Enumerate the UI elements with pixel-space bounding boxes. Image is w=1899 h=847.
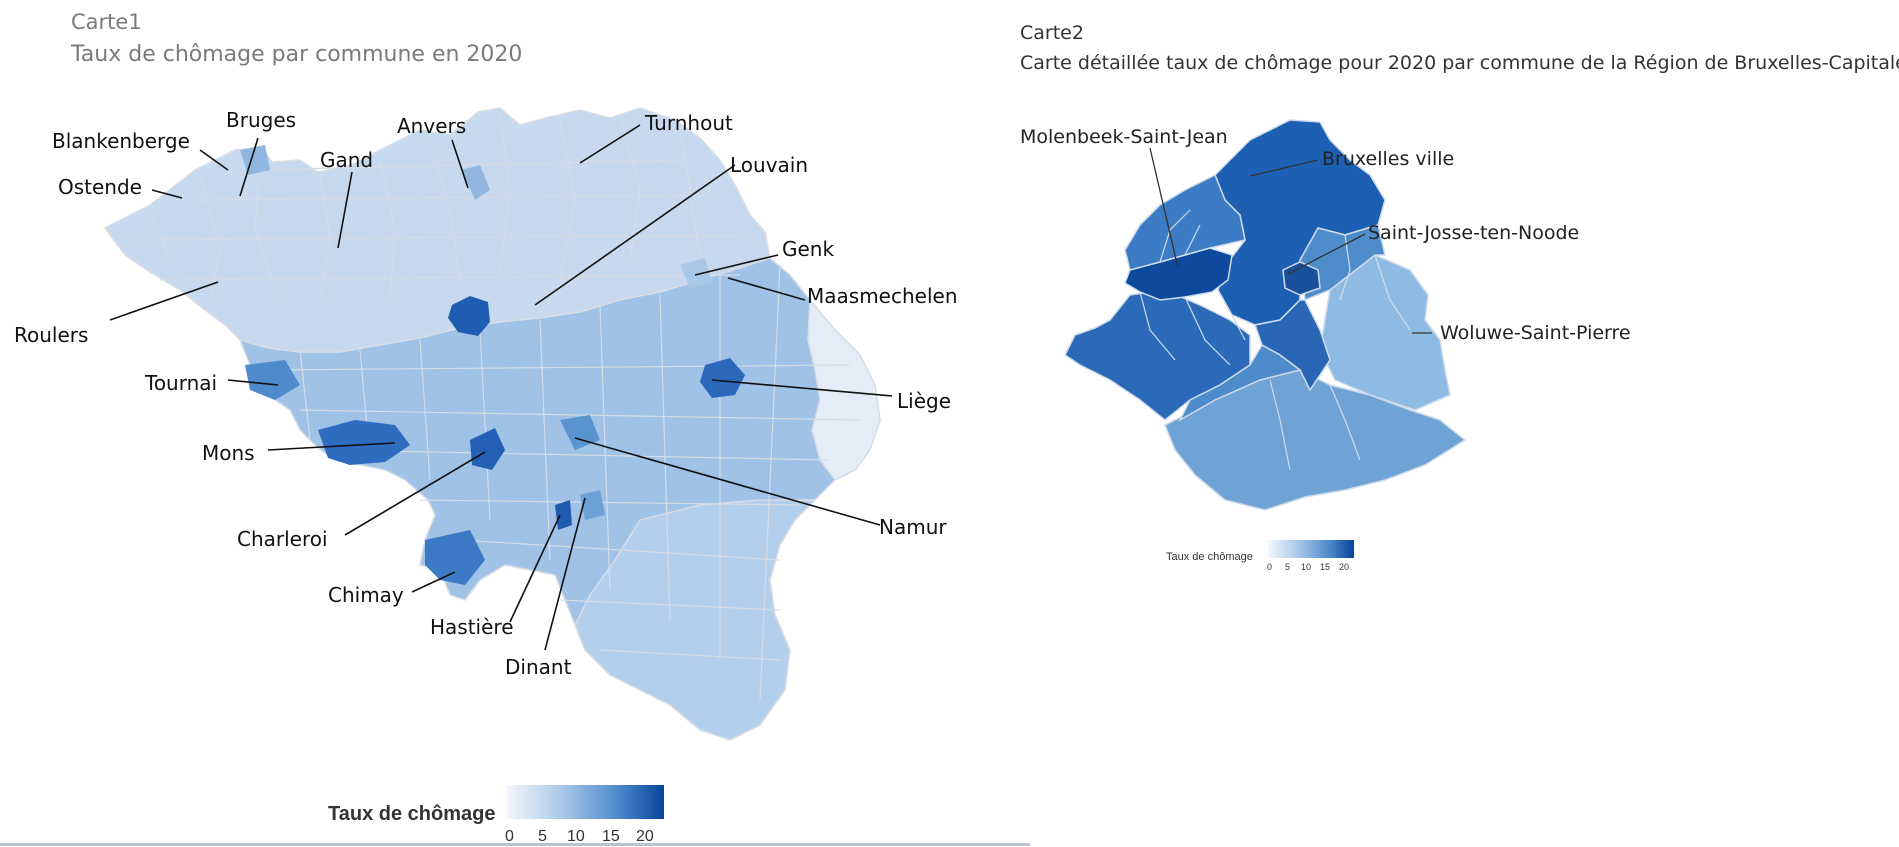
commune-saint-josse — [1282, 261, 1321, 296]
place-namur: Namur — [879, 515, 947, 539]
carte1-title: Taux de chômage par commune en 2020 — [71, 42, 523, 67]
carte1-legend: Taux de chômage 0 5 10 15 20 — [328, 785, 664, 845]
high-rate-areas — [240, 145, 745, 585]
carte2-label: Carte2 — [1020, 22, 1084, 44]
commune-woluwe — [1319, 254, 1451, 411]
area-bruges — [240, 145, 270, 175]
carte1-legend-tick-15: 15 — [602, 828, 620, 845]
place-maasmechelen: Maasmechelen — [807, 284, 958, 308]
place-chimay: Chimay — [328, 583, 404, 607]
place-bruxelles-ville: Bruxelles ville — [1322, 148, 1454, 170]
place-louvain: Louvain — [730, 153, 808, 177]
carte2-legend-colorbar — [1268, 540, 1354, 558]
carte2-legend-tick-20: 20 — [1339, 562, 1349, 572]
commune-forest-anderlecht — [1178, 343, 1302, 422]
carte2-legend-tick-0: 0 — [1267, 562, 1272, 572]
carte1-legend-tick-0: 0 — [505, 828, 514, 845]
place-blankenberge: Blankenberge — [52, 129, 190, 153]
area-anvers — [462, 165, 490, 200]
commune-borders — [129, 114, 861, 701]
carte2-legend: Taux de chômage 0 5 10 15 20 — [1166, 540, 1354, 572]
carte1-legend-tick-10: 10 — [567, 828, 585, 845]
carte2-legend-tick-15: 15 — [1320, 562, 1330, 572]
place-turnhout: Turnhout — [644, 111, 733, 135]
region-luxembourg — [574, 499, 817, 741]
carte2-legend-tick-5: 5 — [1285, 562, 1290, 572]
place-roulers: Roulers — [14, 323, 88, 347]
carte1-legend-title: Taux de chômage — [328, 803, 495, 825]
carte1-leader-lines — [109, 124, 893, 651]
place-woluwe-saint-pierre: Woluwe-Saint-Pierre — [1440, 322, 1631, 344]
belgium-map — [103, 107, 881, 741]
carte1-label: Carte1 — [71, 10, 142, 34]
area-tournai — [245, 360, 300, 400]
brussels-map — [1064, 119, 1467, 511]
carte2-legend-title: Taux de chômage — [1166, 551, 1253, 563]
place-mons: Mons — [202, 441, 255, 465]
area-mons — [318, 420, 410, 465]
place-charleroi: Charleroi — [237, 527, 328, 551]
carte1-legend-colorbar — [507, 785, 664, 819]
carte1-legend-tick-5: 5 — [538, 828, 547, 845]
area-liege — [700, 358, 745, 398]
carte2-place-labels: Molenbeek-Saint-Jean Bruxelles ville Sai… — [1020, 126, 1631, 344]
bottom-divider — [0, 843, 1030, 846]
place-anvers: Anvers — [397, 114, 466, 138]
carte2-legend-tick-10: 10 — [1301, 562, 1311, 572]
place-ostende: Ostende — [58, 175, 142, 199]
place-genk: Genk — [782, 237, 834, 261]
carte1-place-labels: Blankenberge Bruges Gand Anvers Turnhout… — [14, 108, 958, 679]
carte2-title: Carte détaillée taux de chômage pour 202… — [1020, 52, 1899, 74]
place-tournai: Tournai — [144, 371, 217, 395]
area-charleroi — [470, 428, 505, 470]
place-gand: Gand — [320, 148, 373, 172]
area-namur — [560, 415, 600, 450]
place-saint-josse-ten-noode: Saint-Josse-ten-Noode — [1368, 222, 1579, 244]
carte2-leader-lines — [1149, 147, 1432, 334]
area-genk — [680, 258, 712, 288]
region-east-cantons — [807, 298, 881, 481]
area-brussels — [448, 296, 490, 336]
place-dinant: Dinant — [505, 655, 572, 679]
area-chimay — [425, 530, 485, 585]
place-hastiere: Hastière — [430, 615, 514, 639]
area-hastiere — [555, 500, 572, 530]
place-molenbeek-saint-jean: Molenbeek-Saint-Jean — [1020, 126, 1228, 148]
place-bruges: Bruges — [226, 108, 296, 132]
area-dinant — [580, 490, 605, 520]
commune-schaerbeek-etterbeek — [1299, 224, 1386, 302]
place-liege: Liège — [897, 389, 951, 413]
carte1-legend-tick-20: 20 — [636, 828, 654, 845]
